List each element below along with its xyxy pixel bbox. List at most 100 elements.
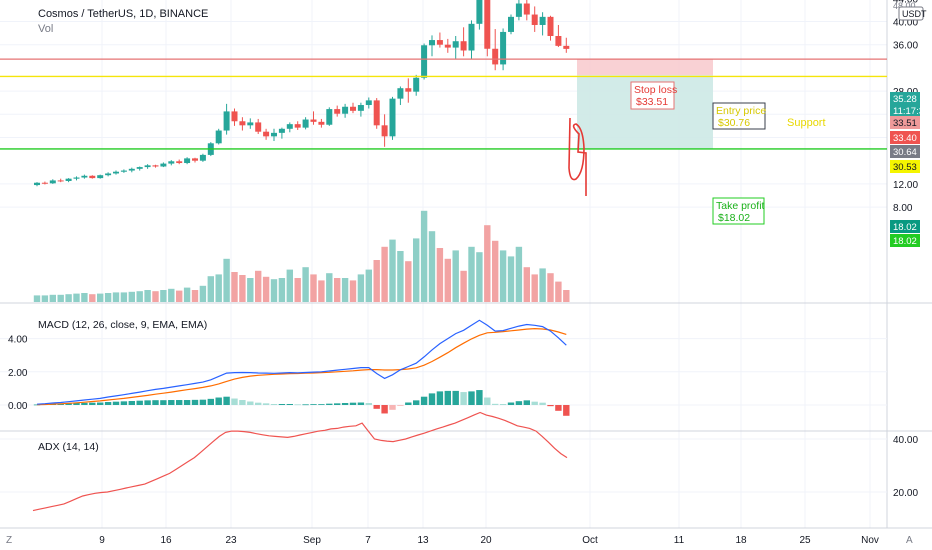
macd-histogram-bar bbox=[381, 405, 388, 414]
candle-body bbox=[515, 3, 522, 17]
volume-bar bbox=[104, 293, 112, 302]
time-tick-label: 20 bbox=[480, 535, 492, 546]
price-scale-top: 48.00 bbox=[893, 1, 916, 11]
volume-bar bbox=[444, 258, 451, 302]
macd-histogram-bar bbox=[231, 398, 238, 405]
candle-body bbox=[539, 16, 546, 25]
time-tick-label: Nov bbox=[861, 535, 879, 546]
entry-label-box bbox=[712, 102, 766, 130]
macd-histogram-bar bbox=[97, 402, 104, 405]
chart-header: Cosmos / TetherUS, 1D, BINANCE Vol bbox=[38, 8, 208, 35]
candle-body bbox=[113, 171, 119, 174]
volume-bar bbox=[555, 281, 562, 302]
currency-label: USDT bbox=[902, 9, 927, 19]
price-tag-label: 30.64 bbox=[893, 147, 917, 158]
macd-histogram-bar bbox=[492, 403, 499, 405]
volume-bar bbox=[381, 246, 388, 302]
volume-bar bbox=[262, 276, 270, 302]
macd-histogram-bar bbox=[484, 397, 491, 405]
volume-bar bbox=[373, 260, 380, 302]
candle-body bbox=[223, 111, 230, 131]
macd-histogram-bar bbox=[168, 400, 175, 405]
candle-body bbox=[452, 41, 459, 48]
macd-histogram-bar bbox=[318, 404, 325, 405]
volume-bar bbox=[484, 225, 491, 302]
volume-bar bbox=[223, 258, 230, 302]
macd-histogram-bar bbox=[191, 399, 199, 405]
price-tag-label: 18.02 bbox=[893, 236, 917, 247]
time-tick-label: 18 bbox=[735, 535, 747, 546]
volume-bar bbox=[136, 291, 143, 302]
volume-bar bbox=[270, 279, 278, 302]
stop-loss-value: $33.51 bbox=[636, 96, 668, 108]
candle-body bbox=[176, 161, 183, 164]
candle-body bbox=[231, 111, 238, 122]
candle-body bbox=[381, 125, 388, 137]
volume-bar bbox=[507, 256, 515, 302]
macd-histogram-bar bbox=[89, 402, 96, 405]
macd-histogram-bar bbox=[334, 403, 341, 405]
candle-body bbox=[523, 3, 530, 15]
macd-histogram-bar bbox=[302, 404, 309, 406]
volume-bar bbox=[563, 290, 570, 302]
time-tick-label: 16 bbox=[160, 535, 172, 546]
candle-body bbox=[97, 175, 104, 179]
candle-body bbox=[128, 168, 135, 171]
volume-bar bbox=[452, 250, 459, 302]
candle-body bbox=[405, 88, 412, 92]
price-tag-label: 18.02 bbox=[893, 222, 917, 233]
adx-line bbox=[32, 411, 568, 512]
volume-bar bbox=[318, 280, 325, 302]
volume-bar bbox=[255, 270, 262, 302]
chart-grid bbox=[0, 0, 932, 528]
volume-bar bbox=[65, 294, 72, 302]
time-tick-label: 9 bbox=[99, 535, 105, 546]
candle-body bbox=[342, 106, 349, 114]
candle-body bbox=[199, 154, 206, 161]
support-label: Support bbox=[787, 117, 826, 129]
annotations: Stop loss$33.51 Entry price$30.76 Support T… bbox=[568, 81, 826, 225]
volume-bar bbox=[547, 273, 554, 302]
macd-tick-label: 2.00 bbox=[8, 368, 28, 379]
candle-body bbox=[286, 124, 293, 129]
macd-histogram-bar bbox=[436, 391, 444, 405]
candles bbox=[34, 0, 570, 187]
macd-histogram-bar bbox=[555, 405, 562, 411]
volume-bar bbox=[278, 278, 286, 302]
volume-bar bbox=[499, 250, 507, 302]
time-tick-label: 11 bbox=[674, 535, 685, 546]
candle-body bbox=[184, 158, 191, 164]
volume-bar bbox=[152, 291, 159, 302]
macd-histogram-bar bbox=[262, 403, 270, 405]
macd-histogram-bar bbox=[199, 399, 207, 405]
macd-histogram-bar bbox=[270, 404, 278, 405]
candle-body bbox=[168, 161, 175, 164]
macd-histogram-bar bbox=[136, 400, 143, 405]
candle-body bbox=[160, 163, 167, 167]
volume-bar bbox=[33, 295, 41, 302]
time-tick-label: 7 bbox=[365, 535, 371, 546]
volume-bar bbox=[294, 278, 301, 302]
candle-body bbox=[294, 124, 301, 128]
candle-body bbox=[555, 36, 562, 46]
price-tick-label: 8.00 bbox=[893, 203, 913, 214]
macd-histogram-bar bbox=[373, 405, 380, 409]
candle-body bbox=[484, 0, 491, 49]
volume-bar bbox=[176, 290, 183, 302]
macd-histogram-bar bbox=[152, 400, 159, 405]
volume-bar bbox=[89, 294, 96, 302]
price-tick-label: 40.00 bbox=[893, 18, 918, 29]
volume-bar bbox=[405, 261, 412, 302]
stop-loss-label-box bbox=[630, 81, 675, 110]
volume-bar bbox=[468, 246, 475, 302]
macd-histogram-bar bbox=[476, 390, 483, 405]
entry-value: $30.76 bbox=[718, 117, 750, 129]
volume-bar bbox=[523, 267, 530, 302]
volume-bar bbox=[160, 290, 167, 302]
volume-bar bbox=[436, 248, 444, 302]
macd-histogram-bar bbox=[523, 400, 530, 405]
auto-scale-button: A bbox=[906, 535, 913, 546]
candle-body bbox=[239, 121, 246, 126]
candle-body bbox=[41, 182, 48, 184]
